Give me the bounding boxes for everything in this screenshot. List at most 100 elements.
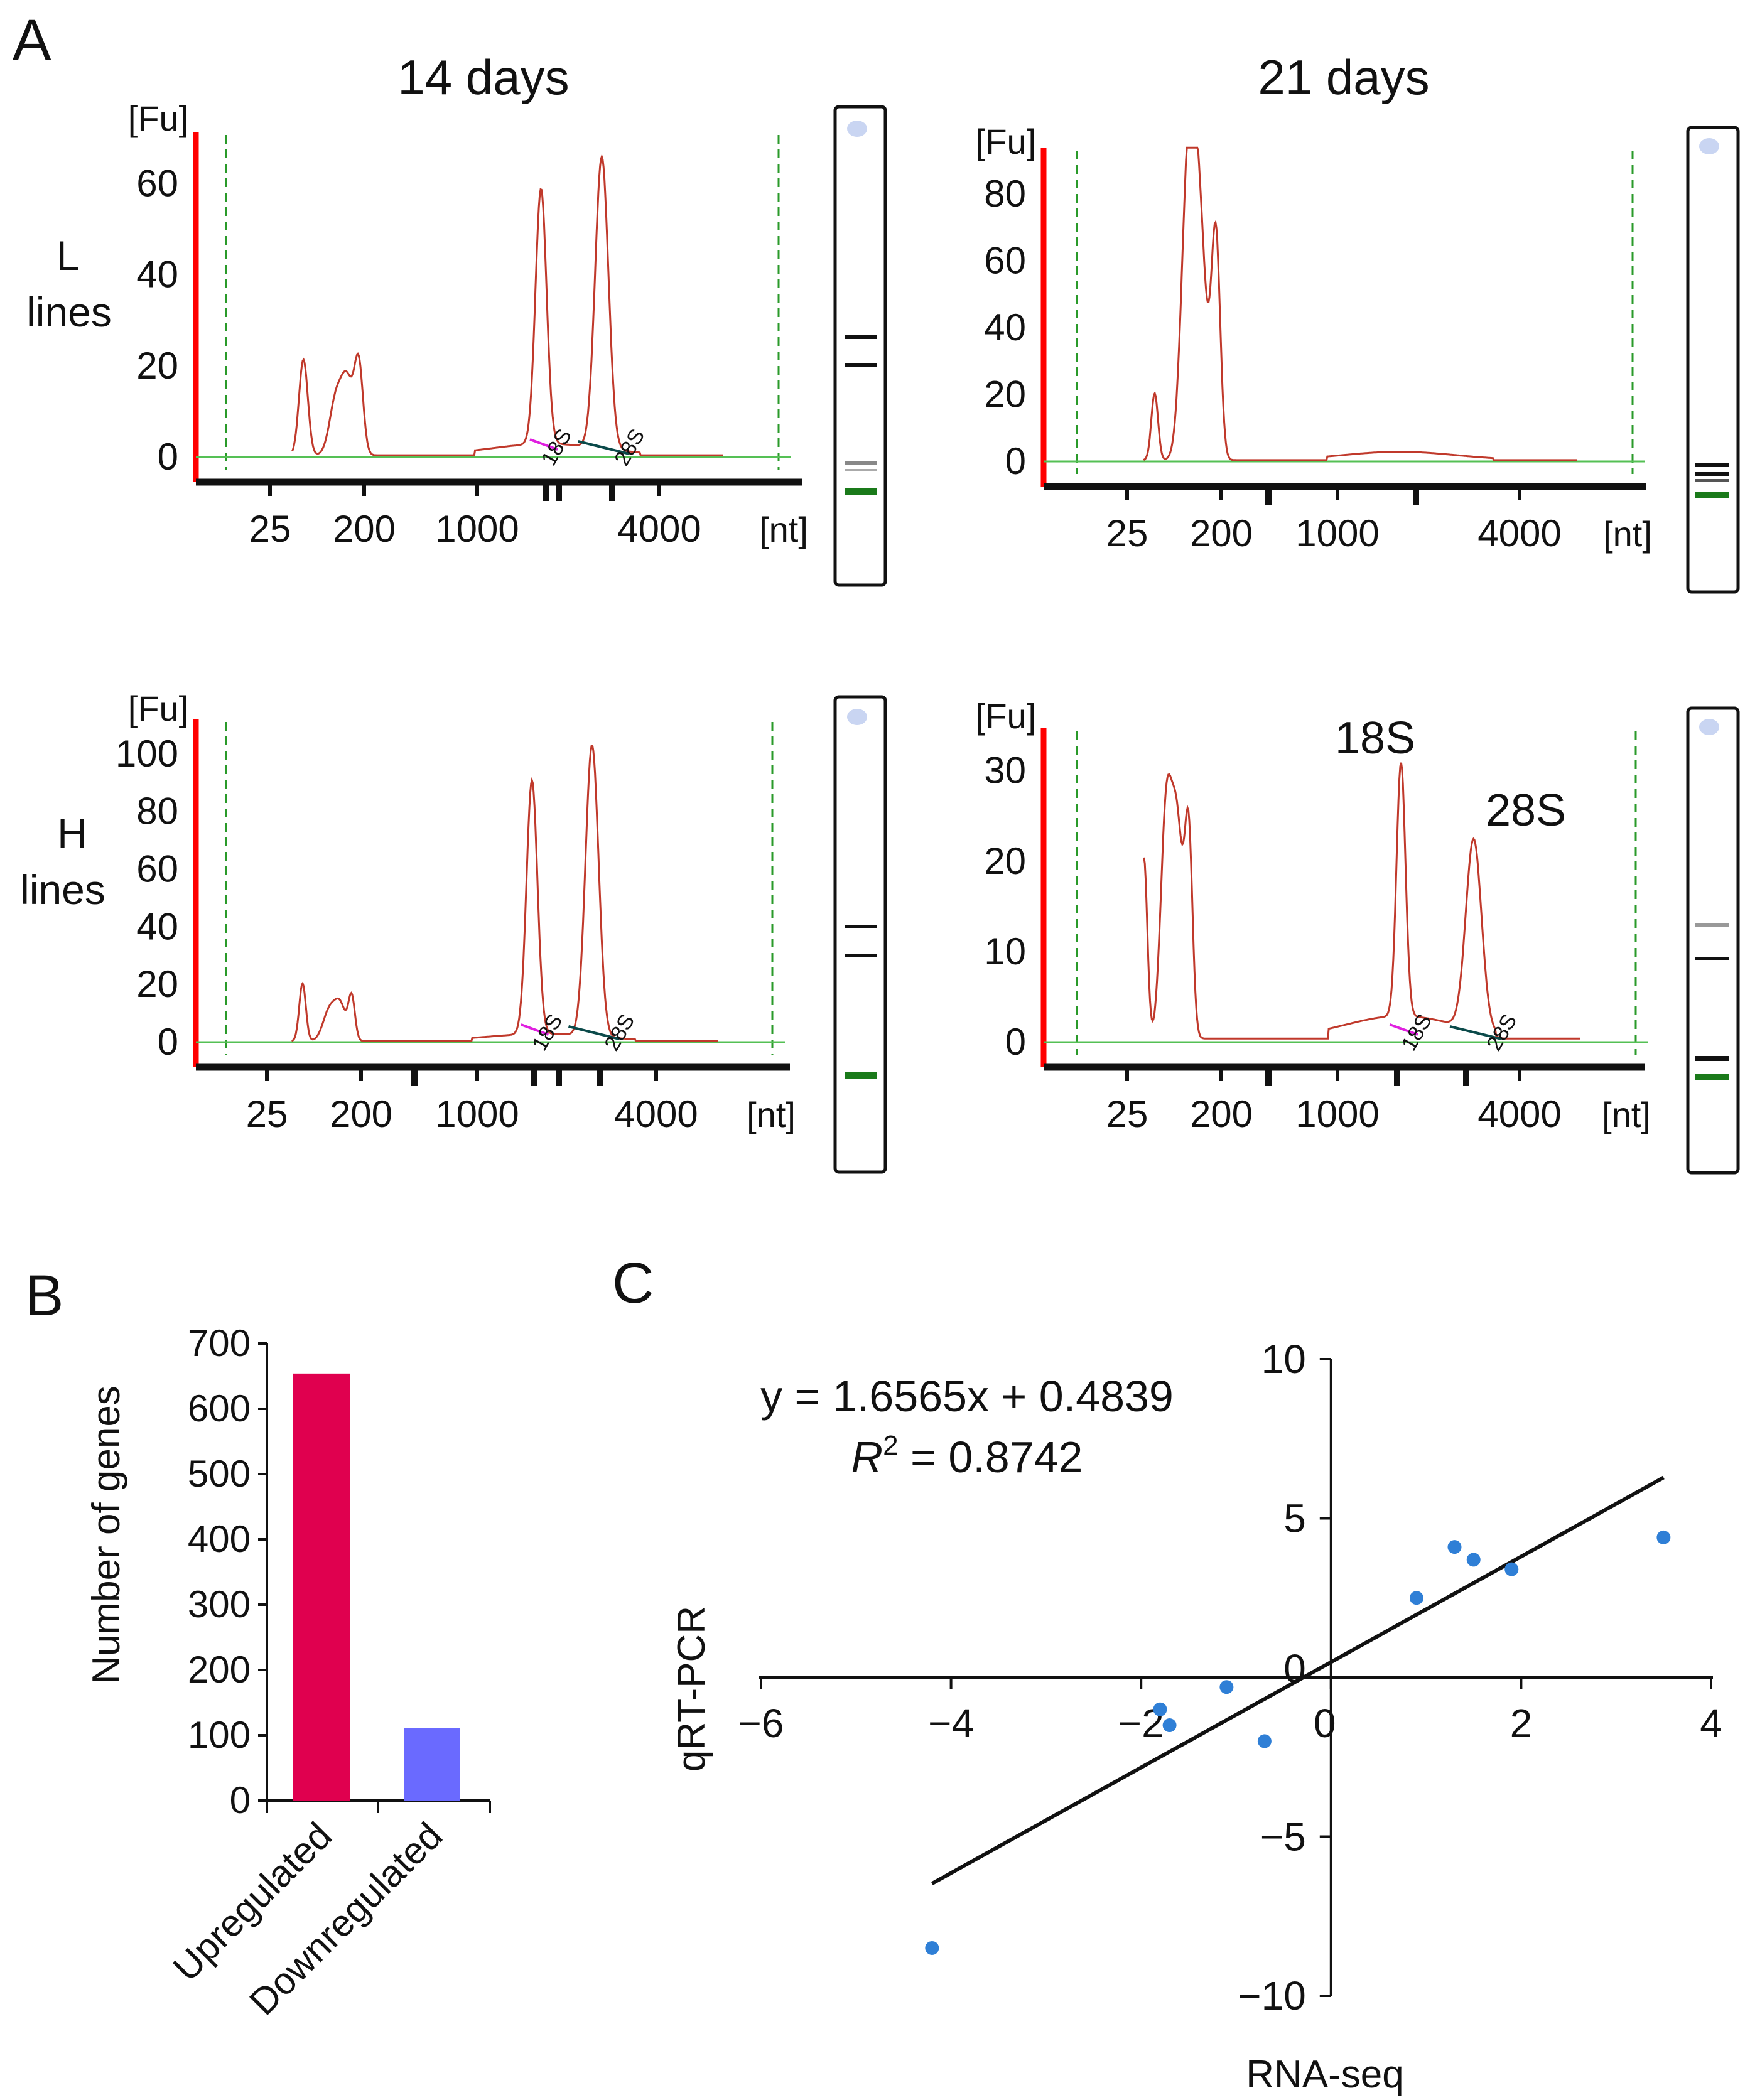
x-tick-label: 200: [330, 1093, 392, 1135]
bar-chart-y-axis-title: Number of genes: [85, 1386, 128, 1684]
gel-band: [845, 954, 877, 957]
row-label-h-lines: lines: [20, 866, 105, 913]
y-tick-label: 0: [1005, 440, 1026, 482]
gel-band: [845, 461, 877, 465]
peak-marker-18s: [1389, 1023, 1418, 1036]
electropherogram-trace: [291, 153, 723, 456]
scatter-x-axis-title: RNA-seq: [1246, 2053, 1404, 2096]
bar-upregulated: [293, 1373, 350, 1801]
peak-label-18s: 18S: [527, 1010, 567, 1055]
x-tick-label: 200: [1190, 512, 1253, 554]
bar-chart-panel-b: 0100200300400500600700UpregulatedDownreg…: [165, 1322, 491, 2023]
gel-band: [1695, 492, 1729, 498]
y-tick-label: 100: [116, 733, 178, 775]
electropherogram-trace: [291, 744, 718, 1042]
y-unit-label: [Fu]: [976, 696, 1036, 736]
panel-label-a: A: [13, 8, 51, 72]
scatter-point: [1466, 1553, 1481, 1567]
x-unit-label: [nt]: [759, 510, 808, 549]
y-tick-label: 40: [136, 254, 178, 296]
annotation-28s: 28S: [1486, 785, 1566, 836]
bar-category-label: Downregulated: [241, 1814, 450, 2023]
y-tick-label: 20: [136, 345, 178, 387]
gel-band: [845, 488, 877, 495]
scatter-point: [925, 1941, 939, 1955]
bar-y-tick-label: 0: [230, 1779, 251, 1821]
panel-label-c: C: [612, 1251, 654, 1315]
x-tick-label: 200: [1190, 1093, 1253, 1135]
scatter-y-tick-label: 10: [1261, 1337, 1306, 1382]
x-tick-label: 4000: [614, 1093, 698, 1135]
y-unit-label: [Fu]: [128, 99, 188, 138]
gel-lane-frame: [1686, 126, 1740, 594]
peak-label-28s: 28S: [610, 425, 649, 470]
scatter-x-tick-label: 0: [1314, 1701, 1336, 1746]
gel-band: [1695, 479, 1729, 482]
electropherogram-l-14-days: 0 20 40 60 [Fu] 25 200 1000 4000 [nt] 18S 28S: [128, 99, 808, 550]
y-tick-label: 60: [136, 848, 178, 890]
gel-lane-l-14-days: [833, 105, 887, 587]
scatter-y-tick-label: −5: [1260, 1814, 1306, 1860]
x-unit-label: [nt]: [1603, 514, 1652, 554]
x-tick-label: 4000: [1477, 1093, 1561, 1135]
electropherogram-h-21-days: 0 10 20 30 [Fu] 25 200 1000 4000 [nt] 18S 28S: [976, 696, 1651, 1135]
gel-band: [1695, 1074, 1729, 1080]
gel-lane-h-14-days: [833, 695, 887, 1174]
column-title-14-days: 14 days: [397, 50, 569, 105]
regression-equation: y = 1.6565x + 0.4839: [760, 1372, 1174, 1421]
scatter-point: [1656, 1530, 1671, 1544]
gel-lane-h-21-days: [1686, 706, 1740, 1175]
row-label-h: H: [57, 810, 87, 856]
row-label-l-lines: lines: [26, 289, 112, 335]
bar-y-tick-label: 200: [188, 1649, 251, 1691]
peak-label-28s: 28S: [1482, 1010, 1521, 1055]
x-unit-label: [nt]: [747, 1095, 796, 1134]
gel-band: [845, 469, 877, 471]
y-tick-label: 0: [158, 436, 178, 478]
y-tick-label: 10: [984, 930, 1026, 972]
x-tick-label: 4000: [617, 508, 701, 550]
r-squared-symbol: R: [851, 1433, 883, 1482]
scatter-point: [1447, 1540, 1462, 1554]
gel-band: [845, 335, 877, 339]
scatter-point: [1153, 1702, 1167, 1716]
x-tick-label: 1000: [1295, 512, 1379, 554]
gel-band: [1695, 957, 1729, 960]
x-tick-label: 4000: [1477, 512, 1561, 554]
peak-label-18s: 18S: [537, 425, 576, 470]
panel-label-b: B: [25, 1264, 63, 1328]
scatter-point: [1162, 1718, 1177, 1733]
bar-y-tick-label: 700: [188, 1322, 251, 1364]
scatter-point: [1219, 1680, 1234, 1694]
x-tick-label: 25: [249, 508, 291, 550]
gel-lane-well: [847, 121, 867, 137]
y-tick-label: 60: [984, 239, 1026, 281]
gel-lane-frame: [1686, 706, 1740, 1175]
bar-y-tick-label: 100: [188, 1714, 251, 1756]
y-tick-label: 80: [136, 790, 178, 832]
annotation-18s: 18S: [1335, 713, 1415, 763]
gel-lane-frame: [833, 695, 887, 1174]
regression-line: [931, 1475, 1665, 1885]
gel-lane-well: [847, 709, 867, 725]
scatter-y-tick-label: −10: [1238, 1973, 1306, 2018]
gel-band: [1695, 1056, 1729, 1061]
y-tick-label: 40: [136, 905, 178, 947]
x-tick-label: 25: [246, 1093, 288, 1135]
y-unit-label: [Fu]: [128, 689, 188, 728]
electropherogram-h-14-days: 0 20 40 60 80 100 [Fu] 25 200 1000 4000 [nt] 18S 28S: [116, 689, 796, 1135]
scatter-x-tick-label: −4: [928, 1701, 974, 1746]
y-tick-label: 60: [136, 163, 178, 205]
r-squared: R2 = 0.8742: [851, 1430, 1083, 1482]
peak-label-28s: 28S: [600, 1010, 639, 1055]
scatter-x-tick-label: 2: [1510, 1701, 1533, 1746]
x-tick-label: 200: [333, 508, 396, 550]
gel-band: [1695, 923, 1729, 927]
peak-marker-28s: [1449, 1025, 1502, 1040]
gel-band: [845, 363, 877, 367]
gel-band: [1695, 463, 1729, 467]
electropherogram-trace: [1143, 762, 1580, 1040]
x-tick-label: 1000: [1295, 1093, 1379, 1135]
peak-label-18s: 18S: [1397, 1010, 1437, 1055]
